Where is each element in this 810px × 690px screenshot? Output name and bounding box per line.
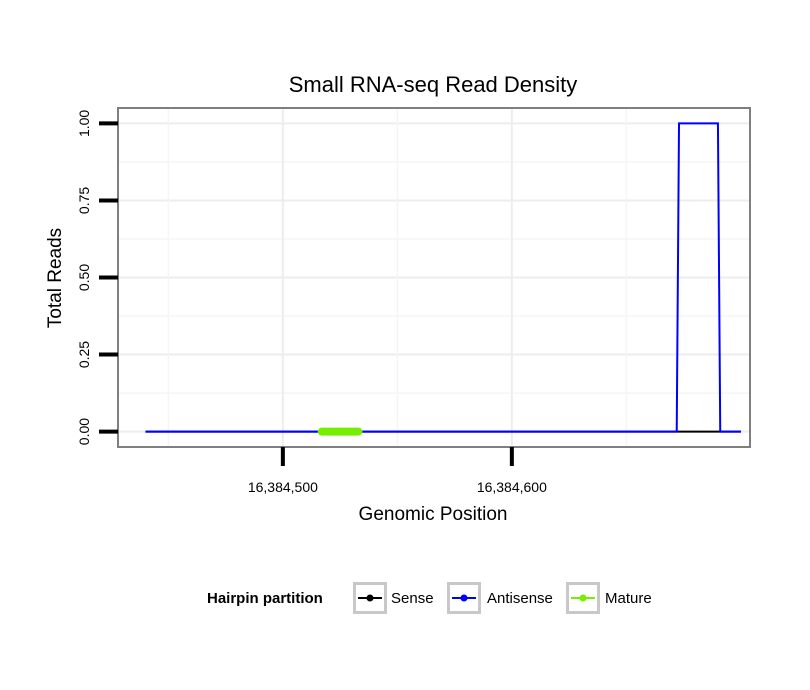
legend-item-antisense: Antisense: [447, 582, 553, 614]
x-axis-ticks: 16,384,500 16,384,600: [248, 447, 547, 495]
legend: Hairpin partition Sense Antisense Mature: [207, 582, 652, 614]
y-tick-label-0: 0.00: [76, 418, 92, 445]
legend-item-mature: Mature: [566, 582, 652, 614]
legend-items: Sense Antisense Mature: [353, 582, 652, 614]
grid-lines: [118, 108, 750, 447]
series-line-antisense: [145, 122, 741, 433]
x-tick-label-1: 16,384,600: [477, 479, 547, 495]
legend-label-sense: Sense: [391, 590, 434, 607]
legend-title: Hairpin partition: [207, 590, 323, 607]
x-tick-label-0: 16,384,500: [248, 479, 318, 495]
legend-item-sense: Sense: [353, 582, 434, 614]
legend-key-point-sense: [366, 594, 374, 602]
legend-key-point-mature: [579, 594, 587, 602]
x-axis-title: Genomic Position: [359, 504, 508, 525]
y-axis-ticks: 0.00 0.25 0.50 0.75 1.00: [76, 110, 118, 445]
chart-title: Small RNA-seq Read Density: [289, 72, 578, 97]
legend-key-point-antisense: [460, 594, 468, 602]
y-tick-label-2: 0.50: [76, 264, 92, 291]
legend-label-mature: Mature: [605, 590, 652, 607]
series-layer: [145, 122, 741, 436]
y-tick-label-4: 1.00: [76, 110, 92, 137]
y-tick-label-3: 0.75: [76, 187, 92, 214]
y-axis-title: Total Reads: [45, 228, 66, 328]
legend-label-antisense: Antisense: [487, 590, 553, 607]
y-tick-label-1: 0.25: [76, 341, 92, 368]
